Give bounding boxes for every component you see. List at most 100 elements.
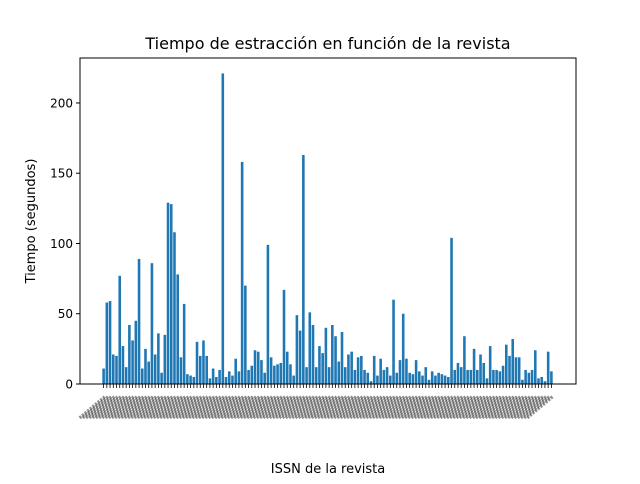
bar [517,357,521,384]
bar [392,299,395,384]
bar [343,367,347,384]
x-tick-label [210,394,239,420]
bar [508,355,511,384]
x-tick-label [246,394,275,420]
bar [424,367,428,384]
y-tick-label: 50 [58,307,73,321]
x-tick-label [204,394,233,420]
bar [321,353,324,384]
bar [501,365,505,384]
bar [488,346,492,384]
x-tick-label [368,394,397,420]
x-tick-label [420,394,449,420]
bar [128,324,131,384]
bar [137,258,141,384]
x-tick-label [284,394,313,420]
bar [211,368,215,384]
bar [340,332,344,384]
bar [505,344,508,384]
bar [385,367,389,384]
bar [285,351,289,384]
x-tick-label [265,394,294,420]
bar [443,375,447,384]
bar [160,372,163,384]
x-tick-label [104,394,133,420]
x-tick-label [184,394,213,420]
bar [118,275,122,384]
bar [195,341,199,384]
x-tick-label [142,394,172,420]
bar [186,374,189,384]
bar [353,369,357,384]
bar [176,274,179,384]
bar [237,371,241,384]
bar [389,375,392,384]
x-tick-label [291,394,320,420]
bar [527,372,531,384]
x-tick-label [391,394,420,420]
bar [530,369,534,384]
x-tick-label [136,394,165,420]
bar [479,354,482,384]
bar [147,361,150,384]
x-tick-label [484,394,513,420]
x-tick-label [229,394,259,420]
bar [205,355,208,384]
bar [430,371,434,384]
bar [111,354,115,384]
bar [372,355,376,384]
x-tick-label [465,394,494,420]
x-tick-label [436,394,465,420]
x-tick-label [481,394,510,420]
bar [492,369,495,384]
x-tick-label [117,394,146,420]
bar [115,355,118,384]
bar [247,369,250,384]
x-tick-label [413,394,442,420]
x-tick-label [149,394,178,420]
bar [192,376,196,384]
x-tick-label [445,394,474,420]
chart-title: Tiempo de estracción en función de la re… [144,34,510,53]
x-tick-label [506,394,536,420]
x-tick-label [458,394,487,420]
x-tick-label [313,394,342,420]
x-tick-label [490,394,519,420]
bar [434,375,437,384]
bar [537,378,540,384]
x-tick-label [381,394,410,420]
x-tick-label [339,394,368,420]
bar [105,302,109,384]
bar [427,379,431,384]
bar [324,327,328,384]
x-tick-label [358,394,387,420]
x-axis [78,384,555,420]
x-tick-label [287,394,317,420]
y-tick-label: 100 [50,237,73,251]
bar [163,334,167,384]
x-tick-label [175,394,204,420]
bar [169,204,173,384]
bar [411,374,415,384]
bar [102,368,105,384]
x-tick-label [294,394,323,420]
bar [234,358,237,384]
x-tick-label [384,394,413,420]
y-tick-label: 0 [65,378,73,392]
x-tick-label [497,394,526,420]
x-tick-label [171,394,201,420]
bar [179,357,183,384]
bar [382,369,386,384]
bar [295,315,299,384]
bar [121,346,125,384]
x-tick-label [123,394,152,420]
bar [450,237,453,384]
x-tick-label [194,394,223,420]
x-tick-label [152,394,181,420]
x-tick-label [526,394,555,420]
bar [498,371,502,384]
x-tick-label [97,394,126,420]
bar [198,355,202,384]
